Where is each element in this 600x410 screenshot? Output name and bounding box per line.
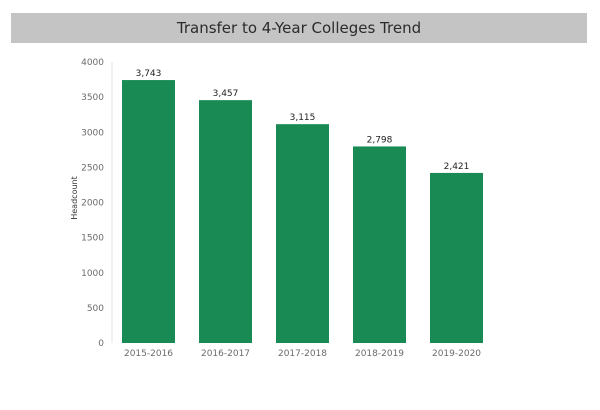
- chart-title-bar: Transfer to 4-Year Colleges Trend: [11, 13, 587, 43]
- y-tick-label-1: 500: [87, 304, 104, 314]
- y-tick-label-6: 3000: [81, 128, 104, 138]
- bar-2015-2016: [122, 80, 175, 343]
- y-axis-label: Headcount: [70, 176, 79, 220]
- y-axis-ticks: 0 500 1000 1500 2000 2500 3000 3500 4000: [81, 58, 104, 349]
- data-label-2016-2017: 3,457: [213, 89, 239, 99]
- chart-title: Transfer to 4-Year Colleges Trend: [176, 19, 422, 37]
- y-tick-label-0: 0: [98, 339, 104, 349]
- y-tick-label-8: 4000: [81, 58, 104, 68]
- x-axis-ticks: 2015-2016 2016-2017 2017-2018 2018-2019 2019…: [124, 349, 481, 359]
- y-tick-label-7: 3500: [81, 93, 104, 103]
- data-label-2017-2018: 3,115: [290, 113, 316, 123]
- y-tick-label-3: 1500: [81, 234, 104, 244]
- bar-2017-2018: [276, 124, 329, 343]
- bar-2018-2019: [353, 146, 406, 343]
- bar-2016-2017: [199, 100, 252, 343]
- data-label-2015-2016: 3,743: [136, 69, 162, 79]
- bar-2019-2020: [430, 172, 483, 343]
- x-tick-label-1: 2016-2017: [201, 349, 250, 359]
- y-tick-label-2: 1000: [81, 269, 104, 279]
- x-tick-label-3: 2018-2019: [355, 349, 404, 359]
- y-tick-label-5: 2500: [81, 163, 104, 173]
- bars-group: 3,743 3,457 3,115 2,798 2,421: [122, 69, 483, 343]
- x-tick-label-0: 2015-2016: [124, 349, 173, 359]
- data-label-2019-2020: 2,421: [444, 162, 470, 172]
- x-tick-label-2: 2017-2018: [278, 349, 327, 359]
- data-label-2018-2019: 2,798: [367, 135, 393, 145]
- x-tick-label-4: 2019-2020: [432, 349, 481, 359]
- y-tick-label-4: 2000: [81, 199, 104, 209]
